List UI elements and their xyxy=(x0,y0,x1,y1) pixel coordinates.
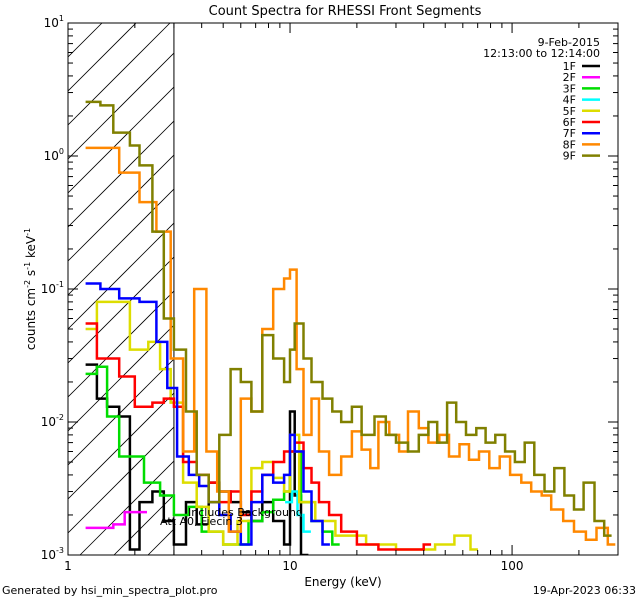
hatch-line xyxy=(68,154,175,262)
series-group xyxy=(85,100,616,555)
legend-label-8f: 8F xyxy=(563,138,576,151)
y-tick-label: 10-3 xyxy=(41,546,64,562)
annotation-line-2: Att A0, Fiecin 3 xyxy=(160,515,243,528)
x-axis-label: Energy (keV) xyxy=(304,575,381,589)
hatch-line xyxy=(68,52,175,160)
legend-label-7f: 7F xyxy=(563,127,576,140)
x-tick-label: 100 xyxy=(501,559,524,573)
legend-label-9f: 9F xyxy=(563,150,576,163)
hatched-region xyxy=(68,23,175,555)
series-line-4f xyxy=(285,490,311,533)
series-line-2f xyxy=(85,510,147,530)
x-tick-label: 10 xyxy=(282,559,297,573)
hatch-line xyxy=(68,86,175,194)
legend-label-3f: 3F xyxy=(563,82,576,95)
generated-by-label: Generated by hsi_min_spectra_plot.pro xyxy=(2,584,218,597)
legend-label-5f: 5F xyxy=(563,105,576,118)
hatch-line xyxy=(68,222,175,330)
legend-label-1f: 1F xyxy=(563,60,576,73)
timestamp-label: 19-Apr-2023 06:33 xyxy=(533,584,636,597)
annotation-line-1: Includes Background xyxy=(188,506,303,519)
hatch-line xyxy=(68,256,175,364)
legend-label-6f: 6F xyxy=(563,116,576,129)
hatch-line xyxy=(68,23,137,92)
hatch-line xyxy=(68,23,171,126)
hatch-line xyxy=(68,120,175,228)
series-line-9f xyxy=(85,100,612,537)
hatch-line xyxy=(68,392,175,500)
series-line-8f xyxy=(85,146,616,546)
hatch-line xyxy=(68,290,175,398)
y-tick-label: 101 xyxy=(44,14,64,30)
y-axis-label: counts cm-2 s-1 keV-1 xyxy=(23,228,38,350)
chart-title: Count Spectra for RHESSI Front Segments xyxy=(209,4,482,19)
legend-label-4f: 4F xyxy=(563,94,576,107)
series-line-6f xyxy=(85,322,432,551)
series-line-7f xyxy=(85,282,330,546)
hatch-line xyxy=(68,358,175,466)
date-label: 9-Feb-2015 xyxy=(538,36,600,49)
y-tick-label: 10-1 xyxy=(41,280,64,296)
axis-tick-labels: 1 10 100 10-3 10-2 10-1 100 101 xyxy=(41,14,524,573)
time-range-label: 12:13:00 to 12:14:00 xyxy=(483,47,600,60)
legend-label-2f: 2F xyxy=(563,71,576,84)
y-tick-label: 100 xyxy=(44,147,64,163)
hatch-line xyxy=(147,528,175,555)
y-tick-label: 10-2 xyxy=(41,413,64,429)
x-tick-label: 1 xyxy=(64,559,72,573)
hatch-line xyxy=(79,460,175,555)
series-line-1f xyxy=(85,363,309,555)
axis-ticks xyxy=(67,23,619,556)
hatch-line xyxy=(68,426,175,534)
hatch-line xyxy=(68,23,103,58)
hatch-line xyxy=(68,188,175,296)
